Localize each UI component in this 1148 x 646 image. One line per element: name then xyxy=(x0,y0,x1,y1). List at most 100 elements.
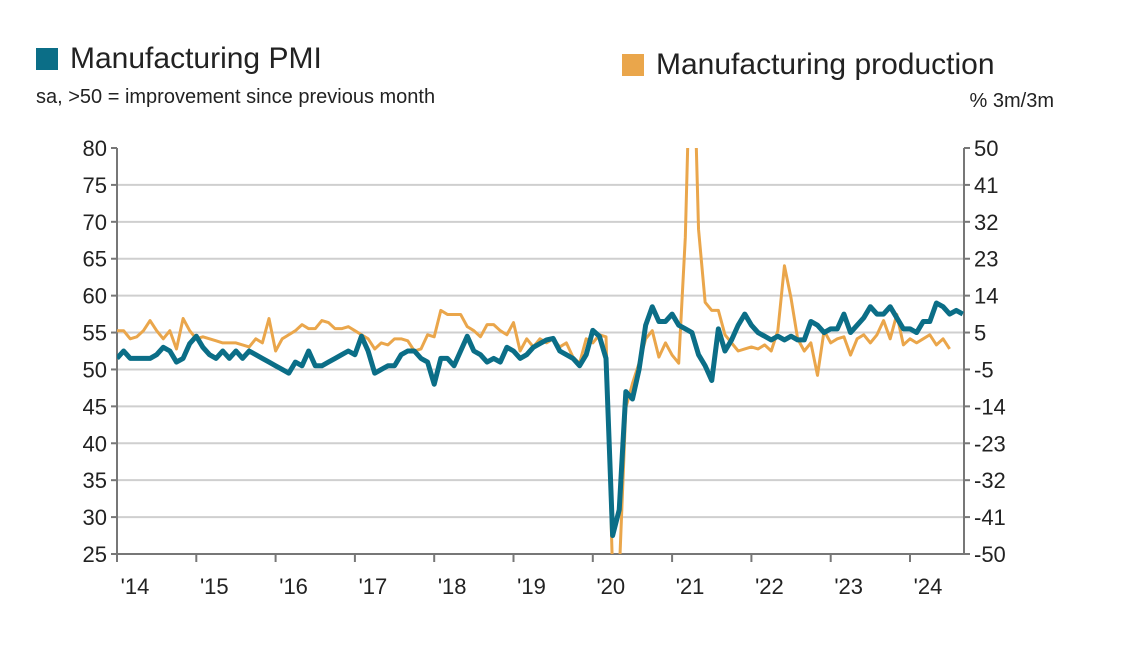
pmi-point xyxy=(499,361,501,363)
pmi-line xyxy=(117,300,964,539)
pmi-point xyxy=(605,357,607,359)
pmi-point xyxy=(142,357,144,359)
production-point xyxy=(228,342,230,344)
right-tick-label: -23 xyxy=(974,431,1006,456)
left-tick-label: 50 xyxy=(83,357,107,382)
legend-swatch-pmi xyxy=(36,48,58,70)
production-point xyxy=(400,338,402,340)
pmi-point xyxy=(255,354,257,356)
production-line xyxy=(117,148,951,554)
pmi-point xyxy=(645,324,647,326)
production-point xyxy=(684,236,686,238)
x-tick-label: '22 xyxy=(755,574,784,599)
production-point xyxy=(942,338,944,340)
pmi-point xyxy=(565,354,567,356)
pmi-point xyxy=(413,350,415,352)
pmi-point xyxy=(737,324,739,326)
pmi-point xyxy=(962,313,964,315)
pmi-point xyxy=(228,357,230,359)
x-tick-label: '14 xyxy=(121,574,150,599)
pmi-point xyxy=(731,339,733,341)
pmi-point xyxy=(202,346,204,348)
pmi-point xyxy=(929,320,931,322)
production-point xyxy=(605,336,607,338)
pmi-point xyxy=(684,328,686,330)
production-point xyxy=(513,322,515,324)
production-point xyxy=(698,228,700,230)
pmi-point xyxy=(618,509,620,511)
production-point xyxy=(843,336,845,338)
pmi-point xyxy=(803,339,805,341)
pmi-point xyxy=(361,335,363,337)
pmi-point xyxy=(592,329,594,331)
pmi-point xyxy=(235,350,237,352)
pmi-point xyxy=(162,346,164,348)
right-tick-label: -5 xyxy=(974,357,994,382)
production-point xyxy=(261,342,263,344)
production-point xyxy=(869,342,871,344)
left-tick-label: 30 xyxy=(83,505,107,530)
production-point xyxy=(169,330,171,332)
pmi-point xyxy=(440,357,442,359)
pmi-point xyxy=(288,372,290,374)
production-point xyxy=(790,297,792,299)
pmi-point xyxy=(783,339,785,341)
pmi-point xyxy=(843,313,845,315)
legend-swatch-production xyxy=(622,54,644,76)
production-point xyxy=(631,382,633,384)
pmi-point xyxy=(869,306,871,308)
pmi-point xyxy=(830,328,832,330)
pmi-point xyxy=(863,317,865,319)
pmi-point xyxy=(281,368,283,370)
pmi-point xyxy=(453,365,455,367)
pmi-point xyxy=(856,324,858,326)
production-point xyxy=(314,328,316,330)
production-point xyxy=(433,336,435,338)
pmi-point xyxy=(209,354,211,356)
pmi-point xyxy=(896,317,898,319)
production-point xyxy=(420,348,422,350)
pmi-point xyxy=(572,357,574,359)
pmi-point xyxy=(816,324,818,326)
pmi-point xyxy=(651,306,653,308)
production-point xyxy=(863,334,865,336)
left-tick-label: 45 xyxy=(83,394,107,419)
production-point xyxy=(949,348,951,350)
pmi-point xyxy=(638,368,640,370)
production-point xyxy=(770,350,772,352)
pmi-point xyxy=(519,357,521,359)
pmi-point xyxy=(486,361,488,363)
legend-production: Manufacturing production xyxy=(622,48,995,82)
production-point xyxy=(268,318,270,320)
production-point xyxy=(162,338,164,340)
production-point xyxy=(737,350,739,352)
production-point xyxy=(499,330,501,332)
pmi-point xyxy=(532,346,534,348)
production-point xyxy=(202,336,204,338)
production-point xyxy=(651,330,653,332)
production-point xyxy=(883,320,885,322)
pmi-point xyxy=(175,361,177,363)
x-tick-label: '24 xyxy=(914,574,943,599)
production-point xyxy=(354,330,356,332)
pmi-point xyxy=(889,306,891,308)
pmi-point xyxy=(916,332,918,334)
pmi-point xyxy=(724,350,726,352)
production-point xyxy=(473,330,475,332)
production-point xyxy=(288,334,290,336)
pmi-point xyxy=(526,354,528,356)
production-point xyxy=(347,326,349,328)
pmi-point xyxy=(149,357,151,359)
production-point xyxy=(565,342,567,344)
production-point xyxy=(539,338,541,340)
pmi-point xyxy=(935,302,937,304)
pmi-point xyxy=(658,320,660,322)
pmi-point xyxy=(400,354,402,356)
pmi-point xyxy=(810,320,812,322)
pmi-point xyxy=(308,350,310,352)
pmi-point xyxy=(446,357,448,359)
pmi-point xyxy=(704,365,706,367)
pmi-point xyxy=(374,372,376,374)
